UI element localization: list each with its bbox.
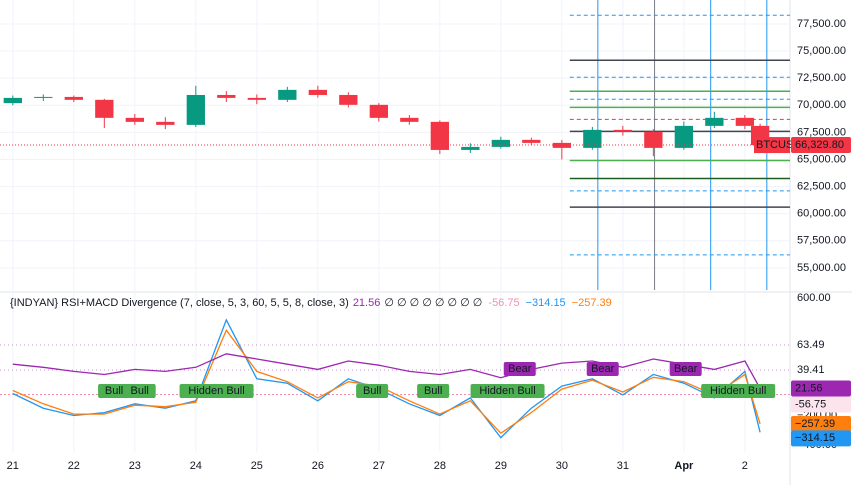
x-tick-label: 26 (312, 460, 324, 472)
candle-body (644, 131, 663, 148)
candle-body (3, 97, 22, 104)
candle-body (339, 94, 358, 105)
signal-tag (356, 384, 389, 398)
last-price-label: 66,329.80 (795, 139, 844, 151)
candle-body (125, 117, 144, 122)
signal-tag (470, 384, 545, 398)
legend-value: -56.75 (488, 297, 519, 309)
signal-tag-label: Bear (674, 363, 698, 375)
signal-tag (179, 384, 254, 398)
candle-body (95, 99, 114, 118)
last-price-label-box (791, 137, 851, 154)
y-tick-label: 600.00 (797, 292, 831, 304)
signal-tag-label: Bear (591, 363, 615, 375)
y-tick-label: 67,500.00 (797, 126, 846, 138)
candle-body (64, 96, 83, 100)
y-tick-label: 62,500.00 (797, 180, 846, 192)
candle-body (278, 89, 297, 100)
signal-tag (98, 384, 131, 398)
series-last-value-box (791, 380, 851, 397)
legend-value: 21.56 (353, 297, 381, 309)
signal-tag-label: Bull (363, 385, 381, 397)
signal-tag-label: Hidden Bull (710, 385, 766, 397)
candle-body (217, 94, 236, 98)
candle-body (613, 129, 632, 132)
y-tick-label: 72,500.00 (797, 72, 846, 84)
signal-value: -56.75 (795, 398, 826, 410)
signal-tag (417, 384, 450, 398)
indicator-line (12, 318, 761, 439)
y-tick-label: 77,500.00 (797, 18, 846, 30)
candle-body (186, 94, 205, 125)
candle-body (34, 96, 53, 98)
candle-body (583, 129, 602, 148)
signal-tag (669, 362, 702, 376)
signal-tag (701, 384, 776, 398)
candle-body (705, 117, 724, 126)
x-tick-label: 27 (373, 460, 385, 472)
x-tick-label: Apr (674, 460, 694, 472)
legend-value: −257.39 (572, 297, 612, 309)
x-tick-label: 25 (251, 460, 263, 472)
candle-body (308, 89, 327, 95)
candle-body (369, 104, 388, 118)
series-last-value: −257.39 (795, 418, 835, 430)
signal-tag (123, 384, 156, 398)
x-tick-label: 24 (190, 460, 202, 472)
series-last-value-box (791, 430, 851, 447)
series-last-value: −314.15 (795, 432, 835, 444)
signal-value-box (791, 396, 851, 413)
symbol-box (754, 137, 790, 154)
signal-tag-label: Bull (424, 385, 442, 397)
x-tick-label: 21 (7, 460, 19, 472)
signal-tag-label: Bull (131, 385, 149, 397)
legend-value: −314.15 (526, 297, 566, 309)
signal-tag (503, 362, 536, 376)
indicator-line (12, 353, 761, 389)
y-tick-label: 65,000.00 (797, 153, 846, 165)
signal-tag-label: Bull (105, 385, 123, 397)
x-tick-label: 31 (617, 460, 629, 472)
candle-body (430, 121, 449, 150)
candle-body (461, 146, 480, 150)
signal-tag-label: Hidden Bull (479, 385, 535, 397)
y-tick-label: 57,500.00 (797, 235, 846, 247)
candle-body (674, 125, 694, 148)
x-tick-label: 22 (68, 460, 80, 472)
y-tick-label: 75,000.00 (797, 45, 846, 57)
candle-body (735, 117, 755, 126)
legend-extra: ∅ ∅ ∅ ∅ ∅ ∅ ∅ ∅ (384, 297, 482, 309)
x-tick-label: 2 (742, 460, 748, 472)
candle-body (522, 139, 541, 143)
signal-tag-label: Bear (508, 363, 532, 375)
y2-tick-label: 63.49 (797, 339, 825, 351)
y-tick-label: 55,000.00 (797, 262, 846, 274)
signal-tag-label: Hidden Bull (188, 385, 244, 397)
candle-body (400, 117, 419, 122)
candle-body (247, 97, 266, 100)
y-tick-label: 70,000.00 (797, 99, 846, 111)
candle-body (491, 139, 510, 147)
signal-tag (586, 362, 619, 376)
symbol-label: BTCUSD (756, 139, 801, 151)
candle-body (156, 121, 175, 125)
y-tick-label: 60,000.00 (797, 208, 846, 220)
x-tick-label: 23 (129, 460, 141, 472)
x-tick-label: 29 (495, 460, 507, 472)
x-tick-label: 30 (556, 460, 568, 472)
x-tick-label: 28 (434, 460, 446, 472)
y2-tick-label: 39.41 (797, 364, 825, 376)
indicator-line (12, 328, 761, 435)
series-last-value: 21.56 (795, 382, 823, 394)
indicator-title: {INDYAN} RSI+MACD Divergence (7, close, … (10, 297, 349, 309)
indicator-legend: {INDYAN} RSI+MACD Divergence (7, close, … (10, 297, 612, 309)
series-last-value-box (791, 415, 851, 432)
